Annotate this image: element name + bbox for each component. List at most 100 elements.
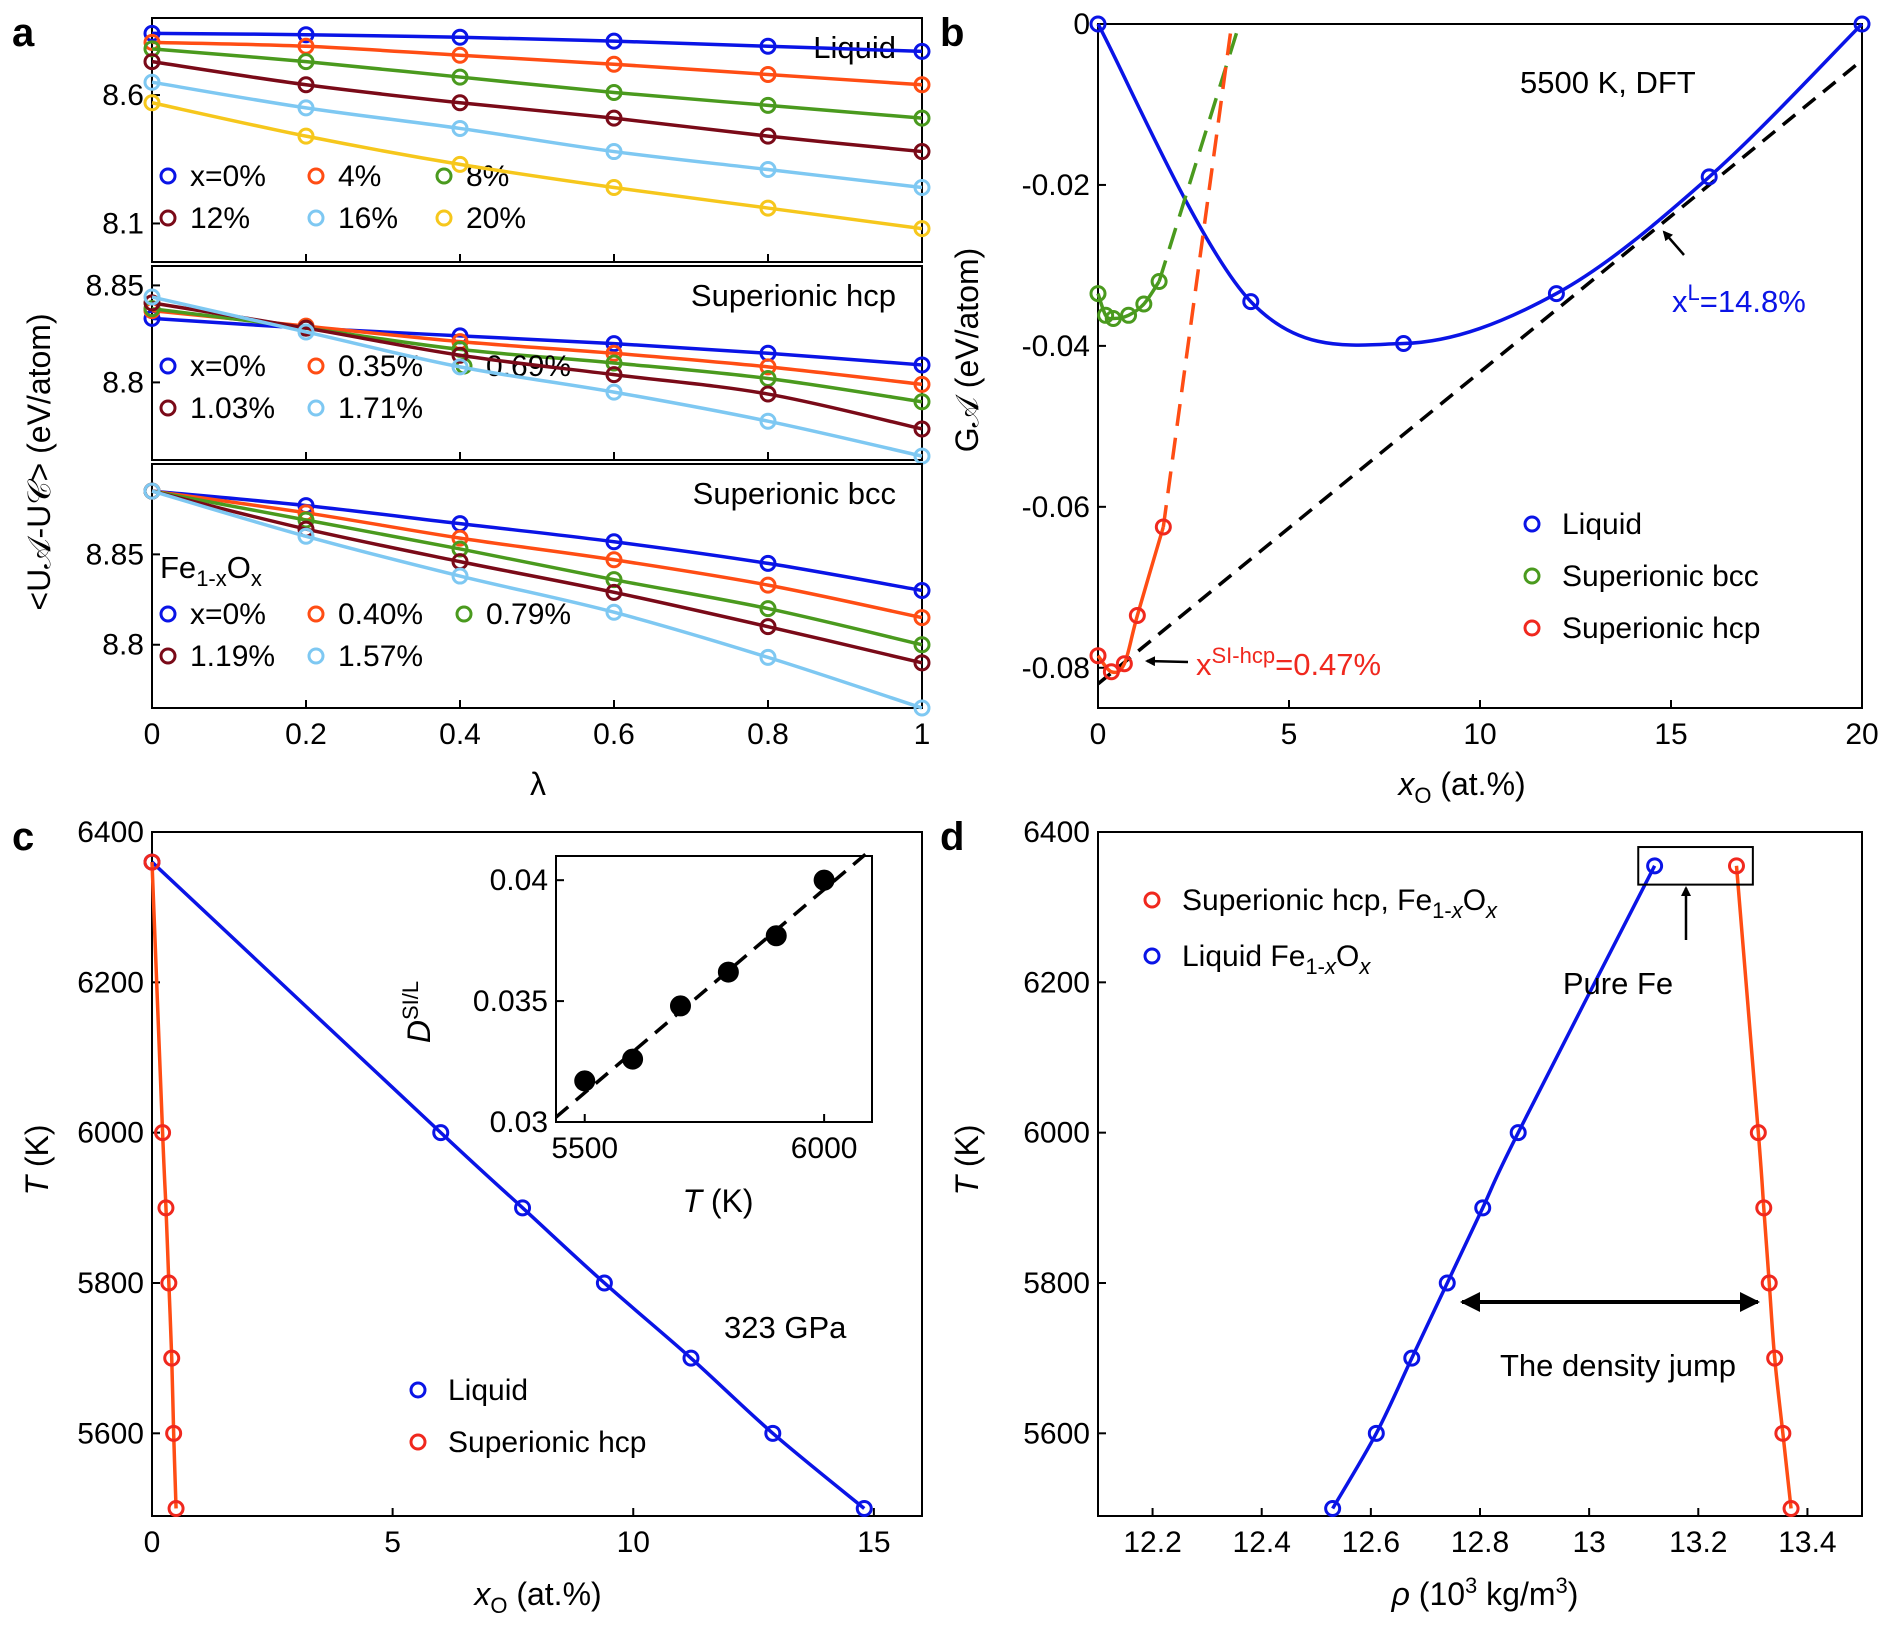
subplot-1-point-4-0 [143, 288, 161, 306]
subplot-2-point-4-2 [451, 567, 469, 585]
subplot-1-point-1-3 [605, 344, 623, 362]
panel-c-point-0-6 [855, 1499, 873, 1517]
panel-d-xaxis-ticklabel-3: 12.8 [1451, 1526, 1509, 1559]
panel-d-point-0-2 [1755, 1199, 1773, 1217]
panel-b-plot: 0 5 10 15 20 0 -0.02 -0.04 -0.06 -0.08 Liquid Super… [1022, 8, 1879, 751]
subplot-0-point-3-5 [913, 143, 931, 161]
panel-b-hcp-point-2 [1115, 655, 1133, 673]
panel-b-yaxis-ticklabel-1: -0.02 [1022, 169, 1090, 202]
panel-c-point-1-1 [154, 1124, 172, 1142]
panel-b-bcc-point-4 [1135, 295, 1153, 313]
subplot-2-title: Superionic bcc [693, 476, 896, 511]
panel-b-xaxis-ticklabel-0: 0 [1090, 718, 1107, 751]
panel-c-inset-frame [555, 855, 873, 1123]
panel-b-hcp-point-1 [1102, 663, 1120, 681]
panel-b-legend-marker-0 [1523, 515, 1541, 533]
panel-b-xlabel: xO (at.%) [1396, 766, 1525, 808]
panel-c-xlabel: xO (at.%) [472, 1576, 601, 1618]
subplot-2-legend-marker-3 [159, 647, 177, 665]
subplot-2-point-2-4 [759, 600, 777, 618]
panel-c-inset: 5500 6000 0.04 0.035 0.03 [473, 847, 874, 1165]
subplot-0-legend-marker-0 [159, 167, 177, 185]
panel-c-legend-marker-1 [409, 1433, 427, 1451]
panel-d-ylabel: T (K) [949, 1124, 985, 1195]
panel-c-point-0-2 [514, 1199, 532, 1217]
panel-c-yaxis-ticklabel-2: 6000 [77, 1117, 144, 1150]
panel-c-inset-xaxis-ticklabel-1: 6000 [791, 1132, 858, 1165]
subplot-1-title: Superionic hcp [691, 278, 896, 313]
panel-c-yaxis-ticklabel-1: 6200 [77, 966, 144, 999]
panel-b-bcc-point-5 [1150, 273, 1168, 291]
subplot-1-point-2-0 [143, 300, 161, 318]
subplot-2-legend-marker-1 [307, 605, 325, 623]
panel-c-xaxis-ticklabel-1: 5 [384, 1526, 401, 1559]
panel-b-xaxis-ticklabel-2: 10 [1463, 718, 1496, 751]
subplot-1-point-4-5 [913, 447, 931, 465]
panel-c-inset-yaxis-ticklabel-1: 0.035 [473, 985, 548, 1018]
panel-c-xaxis-ticklabel-2: 10 [617, 1526, 650, 1559]
panel-d-yaxis-ticklabel-4: 5600 [1023, 1417, 1090, 1450]
subplot-2-point-3-2 [451, 553, 469, 571]
subplot-0-point-5-5 [913, 220, 931, 238]
panel-c-inset-yaxis-ticklabel-0: 0.04 [490, 864, 548, 897]
panel-c-inset-fit [554, 847, 874, 1119]
subplot-2-point-0-5 [913, 582, 931, 600]
panel-c: c 0 5 10 15 6400 6200 6000 5800 5600 Liquid Superi… [12, 815, 923, 1618]
panel-c-point-1-3 [160, 1274, 178, 1292]
panel-d-frame [1097, 831, 1863, 1517]
subplot-1-point-0-3 [605, 335, 623, 353]
subplot-0-legend-marker-1 [307, 167, 325, 185]
panel-c-inset-point-4 [765, 925, 787, 947]
panel-c-label: c [12, 815, 34, 859]
subplot-2-point-3-4 [759, 618, 777, 636]
subplot-1-legend-label-0: x=0% [190, 350, 266, 383]
subplot-2-point-4-1 [297, 527, 315, 545]
panel-d-yaxis-ticklabel-0: 6400 [1023, 816, 1090, 849]
subplot-2-xaxis-ticklabel-0: 0 [144, 718, 161, 751]
panel-d-xaxis-ticklabel-6: 13.4 [1778, 1526, 1836, 1559]
subplot-1-point-0-5 [913, 356, 931, 374]
subplot-0-point-4-0 [143, 73, 161, 91]
panel-d-point-0-1 [1749, 1124, 1767, 1142]
subplot-0-line-4 [151, 80, 923, 190]
subplot-2-xaxis-ticklabel-1: 0.2 [285, 718, 327, 751]
subplot-2-point-3-3 [605, 583, 623, 601]
panel-b-yaxis-ticklabel-2: -0.04 [1022, 330, 1090, 363]
subplot-1-line-3 [151, 301, 923, 431]
subplot-0-point-2-4 [759, 96, 777, 114]
panel-c-point-1-0 [143, 853, 161, 871]
panel-d-point-1-5 [1367, 1424, 1385, 1442]
panel-c-plot: 0 5 10 15 6400 6200 6000 5800 5600 Liquid Superion… [77, 816, 923, 1559]
panel-b-bcc-point-1 [1097, 306, 1115, 324]
subplot-0-point-2-3 [605, 83, 623, 101]
panel-d-point-1-1 [1509, 1124, 1527, 1142]
subplot-1-yaxis-ticklabel-1: 8.8 [102, 366, 144, 399]
panel-d-line-1 [1331, 865, 1657, 1510]
subplot-0-point-1-2 [451, 46, 469, 64]
subplot-0-legend-label-3: 12% [190, 202, 250, 235]
subplot-2-xaxis-ticklabel-5: 1 [914, 718, 931, 751]
panel-b-liquid-arrow [1662, 230, 1685, 256]
subplot-2-frame [151, 463, 923, 709]
subplot-1-point-2-5 [913, 393, 931, 411]
subplot-0-point-2-5 [913, 109, 931, 127]
panel-b-liquid-point-4 [1700, 168, 1718, 186]
subplot-2-yaxis-ticklabel-1: 8.8 [102, 629, 144, 662]
panel-c-point-0-3 [595, 1274, 613, 1292]
subplot-1-point-3-3 [605, 366, 623, 384]
panel-c-inset-point-5 [813, 869, 835, 891]
panel-a-xlabel: λ [530, 766, 546, 802]
subplot-2-point-1-5 [913, 609, 931, 627]
panel-c-yaxis-ticklabel-0: 6400 [77, 816, 144, 849]
panel-c-xaxis-ticklabel-0: 0 [144, 1526, 161, 1559]
panel-b-legend-marker-2 [1523, 619, 1541, 637]
panel-b-frame [1097, 23, 1863, 709]
subplot-2-point-3-5 [913, 654, 931, 672]
subplot-0-line-0 [151, 31, 923, 54]
subplot-1-legend-marker-4 [307, 399, 325, 417]
panel-b-liquid-annotation: xL=14.8% [1672, 280, 1806, 319]
panel-d-yaxis-ticklabel-1: 6200 [1023, 966, 1090, 999]
panel-c-inset-yaxis-ticklabel-2: 0.03 [490, 1106, 548, 1139]
